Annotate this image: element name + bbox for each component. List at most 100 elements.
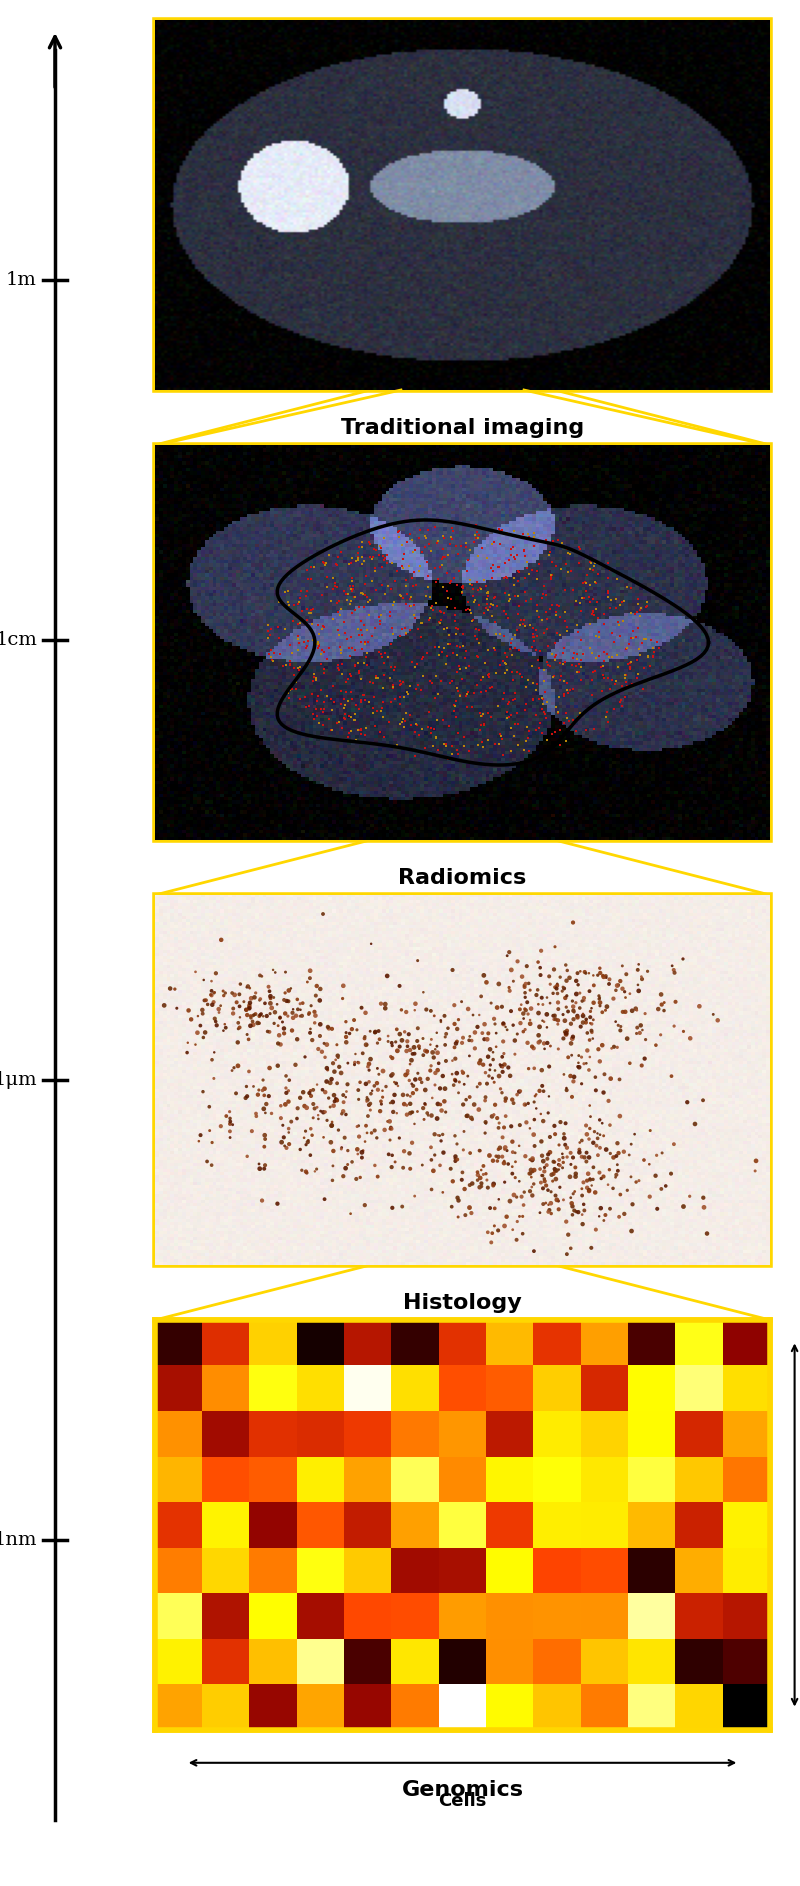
Point	[294, 607, 306, 637]
Point	[533, 653, 546, 683]
Point	[449, 1066, 462, 1096]
Point	[581, 1173, 594, 1203]
Point	[239, 1083, 252, 1113]
Point	[368, 553, 381, 583]
Point	[625, 1162, 638, 1192]
Point	[631, 954, 644, 984]
Point	[605, 619, 618, 649]
Point	[349, 649, 362, 679]
Point	[544, 988, 557, 1018]
Point	[333, 620, 346, 651]
Point	[615, 671, 628, 702]
Point	[592, 558, 605, 588]
Point	[615, 685, 628, 715]
Point	[327, 671, 340, 702]
Point	[559, 1109, 572, 1139]
Point	[438, 598, 450, 628]
Point	[326, 575, 339, 605]
Point	[290, 673, 302, 703]
Point	[421, 1035, 434, 1066]
Point	[361, 1084, 374, 1115]
Point	[386, 1152, 398, 1183]
Point	[210, 1011, 223, 1041]
Point	[448, 600, 461, 630]
Point	[634, 641, 647, 671]
Point	[535, 1160, 548, 1190]
Point	[333, 707, 346, 737]
Point	[549, 971, 562, 1001]
Point	[498, 1167, 511, 1198]
Point	[582, 1143, 595, 1173]
Point	[408, 1109, 421, 1139]
Point	[634, 602, 646, 632]
Point	[537, 1188, 550, 1218]
Point	[504, 700, 517, 730]
Point	[566, 705, 579, 736]
Point	[316, 611, 329, 641]
Point	[549, 1181, 562, 1211]
Point	[467, 581, 480, 611]
Point	[442, 1013, 454, 1043]
Point	[505, 954, 518, 984]
Point	[464, 534, 477, 564]
Point	[501, 941, 514, 971]
Point	[546, 662, 559, 692]
Point	[278, 1013, 290, 1043]
Point	[539, 581, 552, 611]
Point	[397, 543, 410, 573]
Point	[378, 660, 390, 690]
Point	[341, 585, 354, 615]
Point	[543, 651, 556, 681]
Point	[201, 1147, 214, 1177]
Point	[340, 1028, 353, 1058]
Point	[481, 515, 494, 545]
Point	[363, 585, 376, 615]
Point	[408, 996, 421, 1026]
Point	[530, 596, 543, 626]
Point	[609, 677, 622, 707]
Point	[241, 1081, 254, 1111]
Point	[410, 649, 423, 679]
Point	[533, 1075, 546, 1105]
Point	[429, 1034, 442, 1064]
Point	[274, 1030, 287, 1060]
Point	[570, 988, 582, 1018]
Point	[491, 551, 504, 581]
Point	[544, 1032, 557, 1062]
Point	[545, 1177, 558, 1207]
Point	[354, 615, 367, 645]
Point	[542, 1051, 555, 1081]
Point	[577, 1000, 590, 1030]
Point	[601, 639, 614, 670]
Point	[613, 1201, 626, 1232]
Point	[522, 1054, 535, 1084]
Point	[574, 702, 586, 732]
Point	[475, 726, 488, 756]
Point	[343, 658, 356, 688]
Point	[617, 605, 630, 636]
Point	[605, 585, 618, 615]
Point	[548, 1154, 561, 1184]
Point	[322, 1013, 335, 1043]
Point	[358, 649, 370, 679]
Point	[301, 575, 314, 605]
Point	[431, 1120, 444, 1150]
Point	[307, 658, 320, 688]
Point	[338, 1122, 351, 1152]
Point	[366, 566, 378, 596]
Point	[677, 1017, 690, 1047]
Point	[279, 998, 292, 1028]
Point	[532, 947, 545, 977]
Point	[466, 1105, 478, 1135]
Point	[614, 1015, 626, 1045]
Point	[197, 1077, 210, 1107]
Point	[643, 1181, 656, 1211]
Point	[203, 1115, 216, 1145]
Point	[370, 660, 382, 690]
Point	[338, 607, 350, 637]
Point	[386, 1043, 398, 1073]
Point	[576, 639, 589, 670]
Point	[589, 568, 602, 598]
Point	[502, 1052, 514, 1083]
Point	[373, 541, 386, 571]
